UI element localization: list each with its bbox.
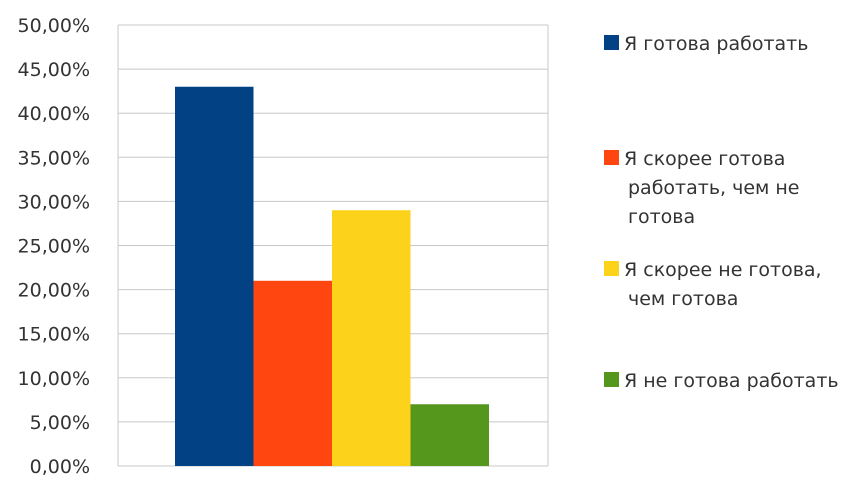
legend-label-1: Я готова работать (624, 33, 808, 55)
y-tick-label: 15,00% (18, 324, 90, 346)
bar-series-3 (332, 210, 411, 466)
bar-series-2 (253, 280, 332, 466)
legend-swatch-1 (604, 35, 619, 50)
y-tick-label: 0,00% (30, 456, 90, 475)
legend-label-2: Я скорее готова работать, чем не готова (624, 148, 800, 228)
legend-swatch-2 (604, 150, 619, 165)
bar-series-4 (410, 404, 489, 466)
y-tick-label: 10,00% (18, 368, 90, 390)
legend-label-4: Я не готова работать (624, 370, 839, 392)
bars-layer (175, 86, 489, 467)
bar-series-1 (175, 86, 254, 467)
legend-swatch-3 (604, 261, 619, 276)
y-tick-label: 45,00% (18, 59, 90, 81)
y-tick-label: 30,00% (18, 191, 90, 213)
y-axis: 0,00% 5,00% 10,00% 15,00% 20,00% 25,00% 30,00%… (18, 15, 90, 478)
y-tick-label: 40,00% (18, 103, 90, 125)
y-tick-label: 35,00% (18, 147, 90, 169)
y-tick-label: 25,00% (18, 236, 90, 258)
y-tick-label: 20,00% (18, 280, 90, 302)
y-tick-label: 5,00% (30, 412, 90, 434)
y-tick-label: 50,00% (18, 15, 90, 37)
legend: Я готова работать Я скорее готова работать… (604, 33, 839, 392)
legend-swatch-4 (604, 372, 619, 387)
legend-label-3: Я скорее не готова, чем готова (624, 259, 822, 310)
